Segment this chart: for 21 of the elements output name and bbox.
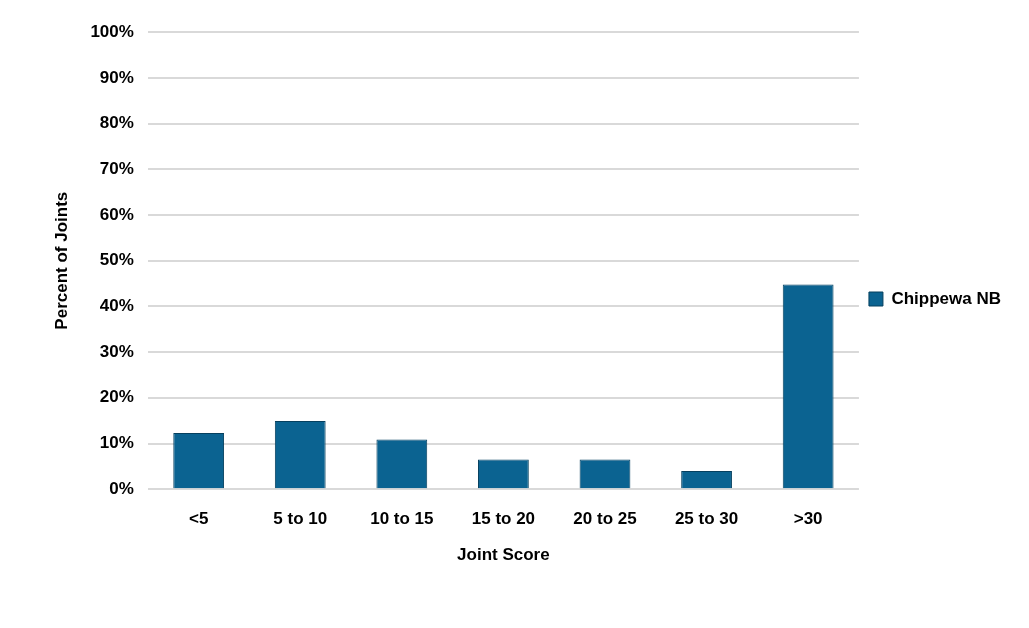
y-tick-label: 40% xyxy=(99,296,134,316)
y-tick-label: 80% xyxy=(99,113,134,133)
y-tick-label: 90% xyxy=(99,67,134,87)
x-tick-label: <5 xyxy=(188,509,209,529)
y-tick-label: 70% xyxy=(99,158,134,178)
x-tick-label: 25 to 30 xyxy=(674,509,739,529)
y-tick-label: 100% xyxy=(90,21,134,41)
x-tick-label: 15 to 20 xyxy=(471,509,536,529)
y-tick-label: 50% xyxy=(99,250,134,270)
x-tick-label: 20 to 25 xyxy=(573,509,637,529)
y-tick-label: 60% xyxy=(99,204,134,224)
legend-label: Chippewa NB xyxy=(891,288,1001,308)
x-axis-title: Joint Score xyxy=(457,545,550,565)
y-tick-label: 20% xyxy=(99,387,134,407)
y-axis-title: Percent of Joints xyxy=(51,191,71,330)
x-tick-label: >30 xyxy=(793,509,823,529)
y-tick-label: 10% xyxy=(99,433,134,453)
x-tick-label: 10 to 15 xyxy=(370,509,434,529)
y-tick-label: 0% xyxy=(109,478,134,498)
x-tick-label: 5 to 10 xyxy=(273,509,328,529)
y-tick-label: 30% xyxy=(99,341,134,361)
